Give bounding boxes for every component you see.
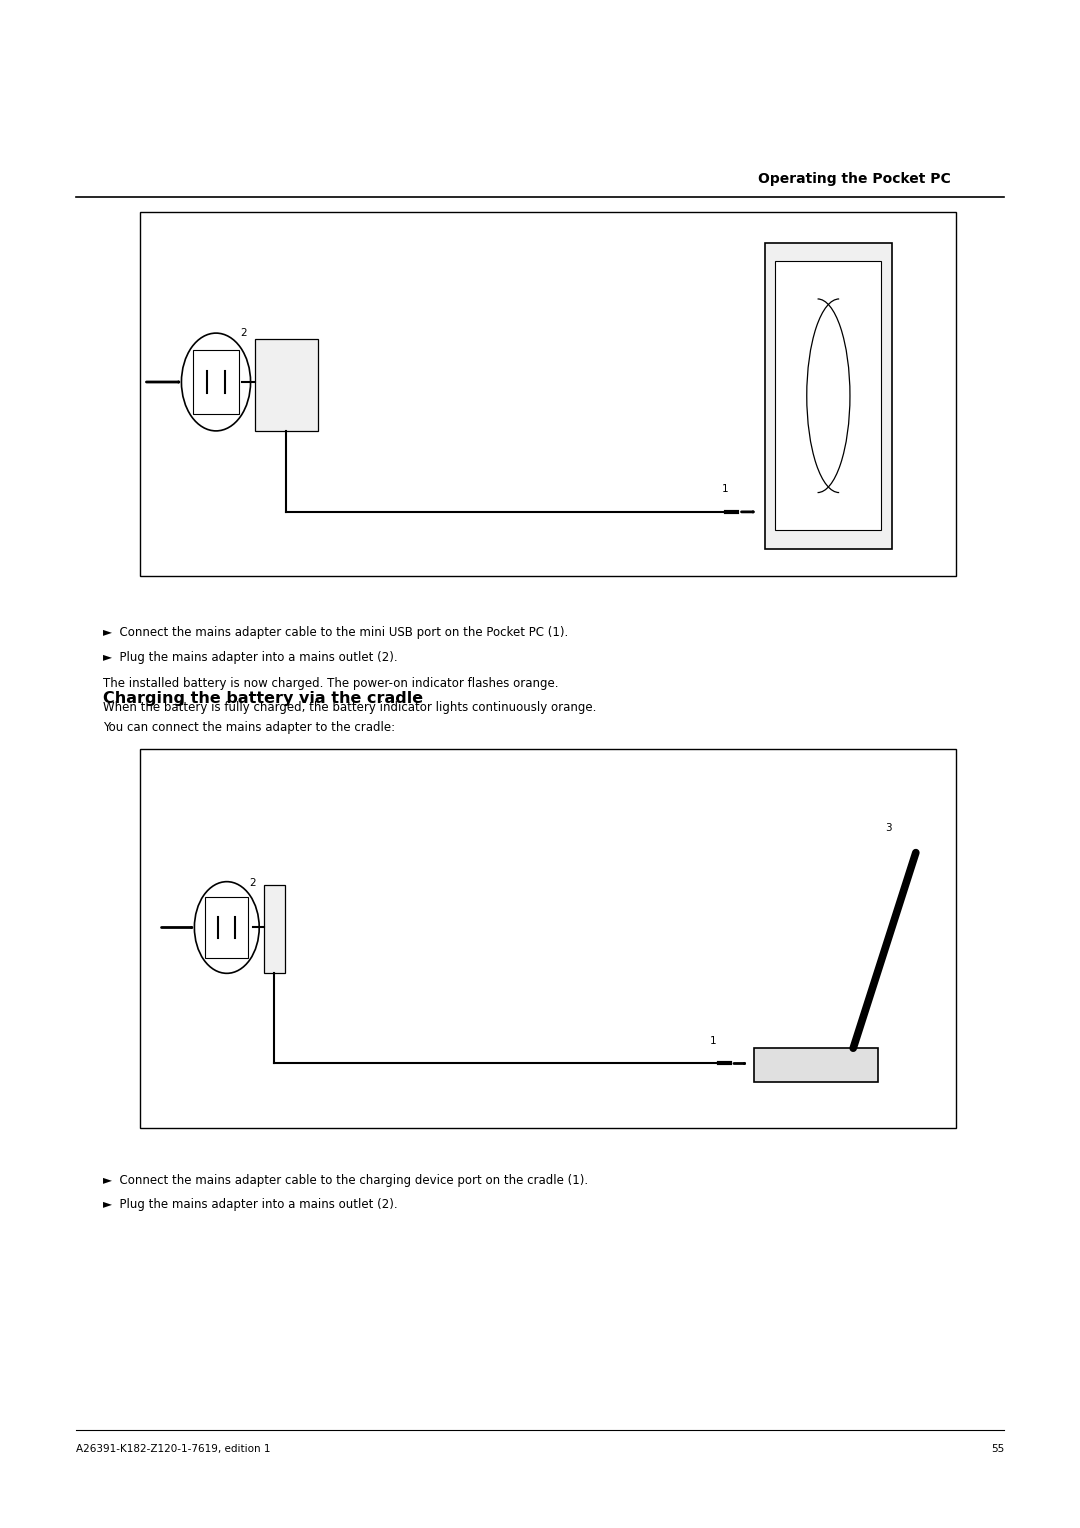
Text: You can connect the mains adapter to the cradle:: You can connect the mains adapter to the… (103, 721, 394, 735)
Circle shape (181, 333, 251, 431)
Text: ►  Connect the mains adapter cable to the mini USB port on the Pocket PC (1).: ► Connect the mains adapter cable to the… (103, 626, 568, 640)
Text: ►  Plug the mains adapter into a mains outlet (2).: ► Plug the mains adapter into a mains ou… (103, 651, 397, 665)
FancyBboxPatch shape (205, 897, 248, 958)
Text: 55: 55 (991, 1444, 1004, 1455)
Text: The installed battery is now charged. The power-on indicator flashes orange.: The installed battery is now charged. Th… (103, 677, 558, 691)
FancyBboxPatch shape (754, 1048, 878, 1082)
FancyBboxPatch shape (264, 885, 285, 973)
Text: 1: 1 (721, 484, 728, 494)
Text: 1: 1 (710, 1036, 716, 1045)
Text: A26391-K182-Z120-1-7619, edition 1: A26391-K182-Z120-1-7619, edition 1 (76, 1444, 270, 1455)
Text: ►  Connect the mains adapter cable to the charging device port on the cradle (1): ► Connect the mains adapter cable to the… (103, 1174, 588, 1187)
Circle shape (194, 882, 259, 973)
Text: 2: 2 (240, 329, 246, 338)
Text: ►  Plug the mains adapter into a mains outlet (2).: ► Plug the mains adapter into a mains ou… (103, 1198, 397, 1212)
Text: Operating the Pocket PC: Operating the Pocket PC (758, 173, 950, 186)
FancyBboxPatch shape (775, 261, 881, 530)
Text: When the battery is fully charged, the battery indicator lights continuously ora: When the battery is fully charged, the b… (103, 701, 596, 715)
FancyBboxPatch shape (765, 243, 892, 549)
Text: 3: 3 (886, 824, 892, 833)
Text: Charging the battery via the cradle: Charging the battery via the cradle (103, 691, 422, 706)
Text: 2: 2 (249, 879, 256, 888)
FancyBboxPatch shape (193, 350, 239, 414)
FancyBboxPatch shape (255, 339, 318, 431)
